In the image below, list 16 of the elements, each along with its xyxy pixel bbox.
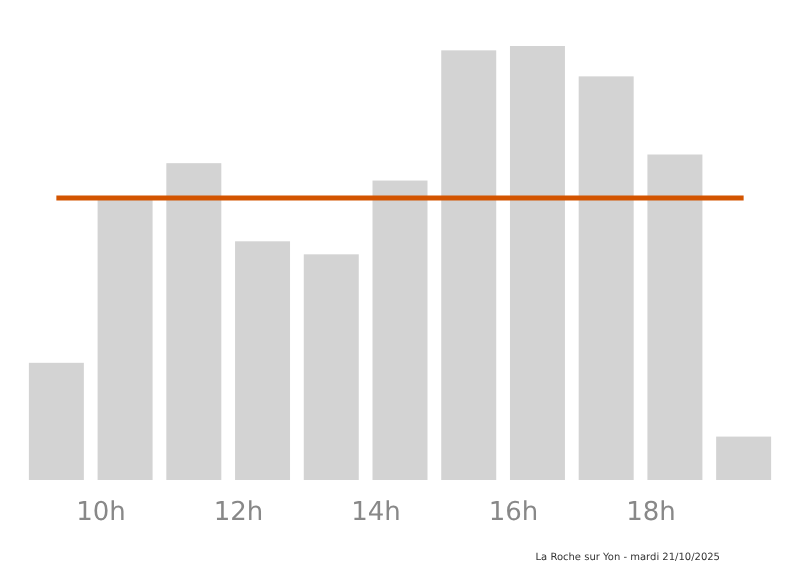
bar bbox=[509, 46, 565, 480]
x-tick-label: 10h bbox=[76, 498, 126, 528]
bar bbox=[166, 163, 222, 480]
bar bbox=[28, 362, 84, 480]
bar bbox=[578, 76, 634, 480]
bar bbox=[303, 254, 359, 480]
x-tick-label: 16h bbox=[488, 498, 539, 528]
x-tick-label: 14h bbox=[351, 498, 401, 528]
x-tick-label: 18h bbox=[626, 498, 676, 528]
bar bbox=[647, 154, 703, 480]
bar bbox=[441, 50, 497, 480]
bar bbox=[97, 197, 153, 480]
bar bbox=[716, 436, 772, 480]
x-tick-label: 12h bbox=[213, 498, 264, 528]
bar bbox=[235, 241, 291, 480]
bar bbox=[372, 180, 428, 480]
